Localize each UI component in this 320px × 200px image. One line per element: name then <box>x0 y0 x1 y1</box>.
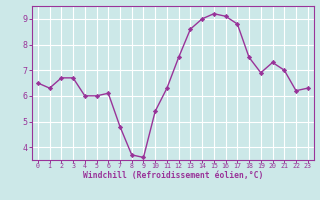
X-axis label: Windchill (Refroidissement éolien,°C): Windchill (Refroidissement éolien,°C) <box>83 171 263 180</box>
